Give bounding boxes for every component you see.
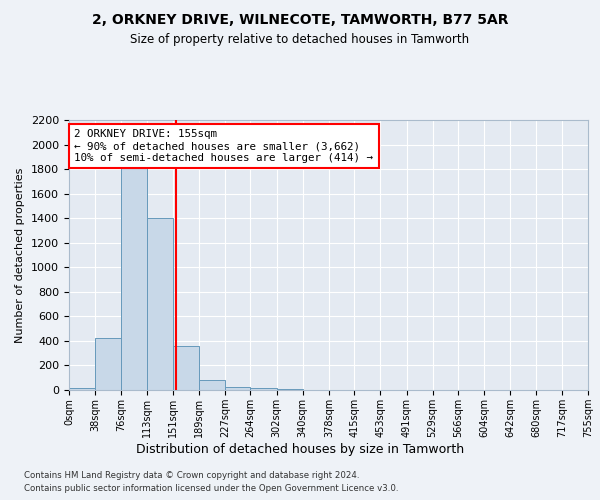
Text: 2 ORKNEY DRIVE: 155sqm
← 90% of detached houses are smaller (3,662)
10% of semi-: 2 ORKNEY DRIVE: 155sqm ← 90% of detached…: [74, 130, 373, 162]
Bar: [146, 218, 173, 390]
Y-axis label: Number of detached properties: Number of detached properties: [16, 168, 25, 342]
Bar: [225, 386, 250, 390]
Text: Contains HM Land Registry data © Crown copyright and database right 2024.: Contains HM Land Registry data © Crown c…: [24, 471, 359, 480]
Text: Size of property relative to detached houses in Tamworth: Size of property relative to detached ho…: [130, 32, 470, 46]
Bar: [199, 380, 225, 390]
Bar: [173, 346, 199, 390]
Text: Distribution of detached houses by size in Tamworth: Distribution of detached houses by size …: [136, 442, 464, 456]
Bar: [250, 388, 277, 390]
Text: Contains public sector information licensed under the Open Government Licence v3: Contains public sector information licen…: [24, 484, 398, 493]
Bar: [121, 166, 146, 390]
Bar: [69, 388, 95, 390]
Text: 2, ORKNEY DRIVE, WILNECOTE, TAMWORTH, B77 5AR: 2, ORKNEY DRIVE, WILNECOTE, TAMWORTH, B7…: [92, 12, 508, 26]
Bar: [95, 338, 121, 390]
